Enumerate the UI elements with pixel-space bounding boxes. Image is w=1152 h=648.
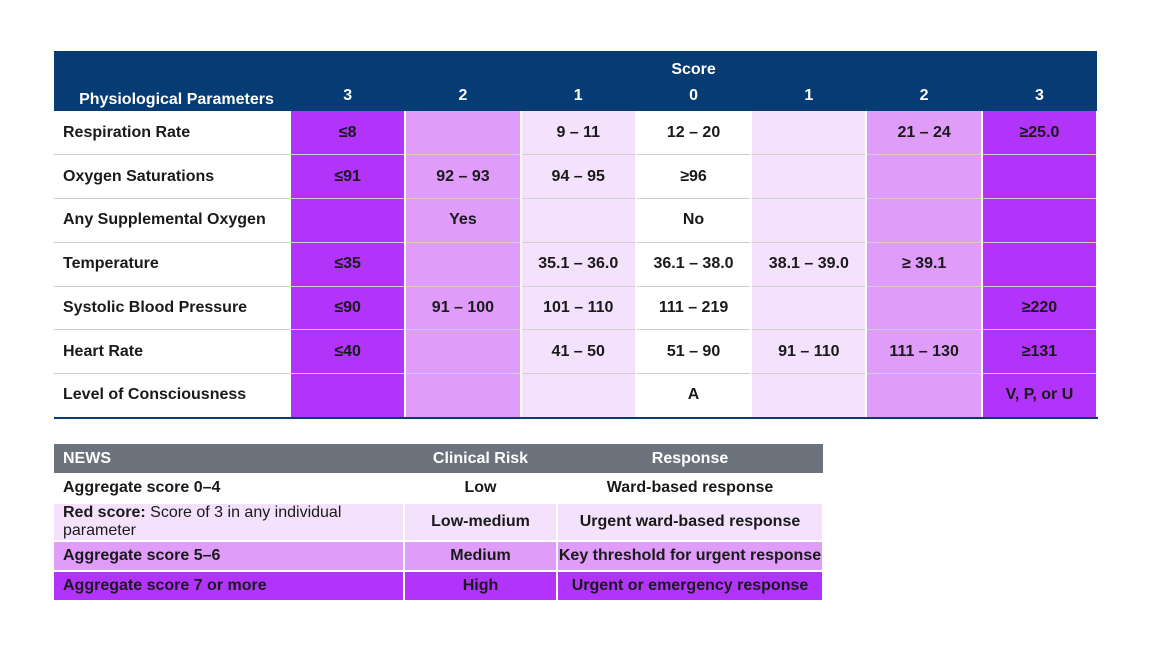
score-cell: ≤8 xyxy=(290,111,407,156)
score-cell: 92 – 93 xyxy=(405,154,522,200)
score-cell xyxy=(290,373,407,419)
param-name: Any Supplemental Oxygen xyxy=(54,198,291,243)
table-row: Systolic Blood Pressure ≤90 91 – 100 101… xyxy=(54,286,1099,331)
param-name: Oxygen Saturations xyxy=(54,154,291,200)
score-cell: Yes xyxy=(405,198,522,243)
score-cell: ≥220 xyxy=(981,286,1099,331)
news-score-label: Aggregate score 7 or more xyxy=(54,571,405,602)
table-row: Aggregate score 0–4 Low Ward-based respo… xyxy=(54,473,824,504)
score-cell: ≥25.0 xyxy=(981,111,1099,156)
score-cell: 38.1 – 39.0 xyxy=(751,242,868,287)
score-cell: 91 – 100 xyxy=(405,286,522,331)
table-row: Oxygen Saturations ≤91 92 – 93 94 – 95 ≥… xyxy=(54,154,1099,200)
news-score-label-bold: Red score: xyxy=(63,504,146,521)
response: Urgent or emergency response xyxy=(557,571,824,602)
score-cell: No xyxy=(635,198,753,243)
score-cell xyxy=(866,198,983,243)
clinical-risk: Low xyxy=(404,473,558,504)
score-cell: V, P, or U xyxy=(981,373,1099,419)
score-cell: 41 – 50 xyxy=(520,329,637,375)
clinical-risk: Medium xyxy=(404,541,558,572)
news-score-label: Aggregate score 5–6 xyxy=(54,541,405,572)
score-cell: A xyxy=(635,373,753,419)
table-row: Aggregate score 5–6 Medium Key threshold… xyxy=(54,541,824,572)
score-cell xyxy=(405,242,522,287)
score-cell: 12 – 20 xyxy=(635,111,753,156)
score-col-header: 2 xyxy=(405,81,521,111)
score-cell xyxy=(866,286,983,331)
response: Ward-based response xyxy=(557,473,824,504)
score-cell xyxy=(981,198,1099,243)
score-cell xyxy=(751,373,868,419)
news-score-label: Red score: Score of 3 in any individual … xyxy=(54,503,405,542)
score-cell: 51 – 90 xyxy=(635,329,753,375)
param-name: Level of Consciousness xyxy=(54,373,291,419)
score-cell xyxy=(751,111,868,156)
response-header: Response xyxy=(557,444,823,473)
score-title: Score xyxy=(290,51,1098,81)
news-score-label-bold: Aggregate score 5–6 xyxy=(63,547,221,564)
param-name: Temperature xyxy=(54,242,291,287)
news-score-label: Aggregate score 0–4 xyxy=(54,473,405,504)
score-cell: 111 – 219 xyxy=(635,286,753,331)
score-cell xyxy=(981,242,1099,287)
score-cell: 9 – 11 xyxy=(520,111,637,156)
score-cell: 101 – 110 xyxy=(520,286,637,331)
score-cell xyxy=(405,329,522,375)
score-col-header: 3 xyxy=(290,81,406,111)
clinical-risk-header: Clinical Risk xyxy=(404,444,557,473)
score-cell xyxy=(405,373,522,419)
param-name: Heart Rate xyxy=(54,329,291,375)
news-risk-table: NEWS Clinical Risk Response Aggregate sc… xyxy=(54,444,824,602)
score-cell: 36.1 – 38.0 xyxy=(635,242,753,287)
score-cell xyxy=(751,198,868,243)
param-name: Respiration Rate xyxy=(54,111,291,156)
score-cell xyxy=(405,111,522,156)
score-col-header: 1 xyxy=(751,81,867,111)
table-row: Respiration Rate ≤8 9 – 11 12 – 20 21 – … xyxy=(54,111,1099,156)
score-cell xyxy=(751,154,868,200)
score-cell: ≥ 39.1 xyxy=(866,242,983,287)
news-score-label-bold: Aggregate score 7 or more xyxy=(63,577,267,594)
score-cell xyxy=(866,154,983,200)
news-score-label-bold: Aggregate score 0–4 xyxy=(63,478,221,496)
table-row: Heart Rate ≤40 41 – 50 51 – 90 91 – 110 … xyxy=(54,329,1099,375)
clinical-risk: Low-medium xyxy=(404,503,558,542)
table-row: Red score: Score of 3 in any individual … xyxy=(54,503,824,542)
score-cell xyxy=(981,154,1099,200)
score-cell: 94 – 95 xyxy=(520,154,637,200)
score-cell xyxy=(866,373,983,419)
score-cell: ≤90 xyxy=(290,286,407,331)
table-row: Aggregate score 7 or more High Urgent or… xyxy=(54,571,824,602)
table-row: Any Supplemental Oxygen Yes No xyxy=(54,198,1099,243)
clinical-risk: High xyxy=(404,571,558,602)
score-cell: 21 – 24 xyxy=(866,111,983,156)
response: Key threshold for urgent response xyxy=(557,541,824,572)
score-col-header: 2 xyxy=(866,81,982,111)
table-row: Temperature ≤35 35.1 – 36.0 36.1 – 38.0 … xyxy=(54,242,1099,287)
score-col-header: 3 xyxy=(981,81,1098,111)
score-cell: 111 – 130 xyxy=(866,329,983,375)
param-header: Physiological Parameters xyxy=(54,51,290,111)
score-cell: ≥96 xyxy=(635,154,753,200)
score-cell xyxy=(520,198,637,243)
score-col-header: 1 xyxy=(520,81,636,111)
score-cell xyxy=(290,198,407,243)
score-col-header: 0 xyxy=(635,81,752,111)
table-row: Level of Consciousness A V, P, or U xyxy=(54,373,1099,419)
score-cell: ≤91 xyxy=(290,154,407,200)
score-cell: ≤35 xyxy=(290,242,407,287)
score-cell: ≤40 xyxy=(290,329,407,375)
score-cell: 35.1 – 36.0 xyxy=(520,242,637,287)
param-name: Systolic Blood Pressure xyxy=(54,286,291,331)
score-cell xyxy=(520,373,637,419)
score-cell xyxy=(751,286,868,331)
response: Urgent ward-based response xyxy=(557,503,824,542)
physiological-score-table: Physiological Parameters Score 3 2 1 0 1… xyxy=(54,51,1099,419)
news-score-label-normal: Score of 3 in any individual parameter xyxy=(63,504,342,539)
news-header: NEWS xyxy=(54,444,404,473)
score-cell: ≥131 xyxy=(981,329,1099,375)
score-cell: 91 – 110 xyxy=(751,329,868,375)
